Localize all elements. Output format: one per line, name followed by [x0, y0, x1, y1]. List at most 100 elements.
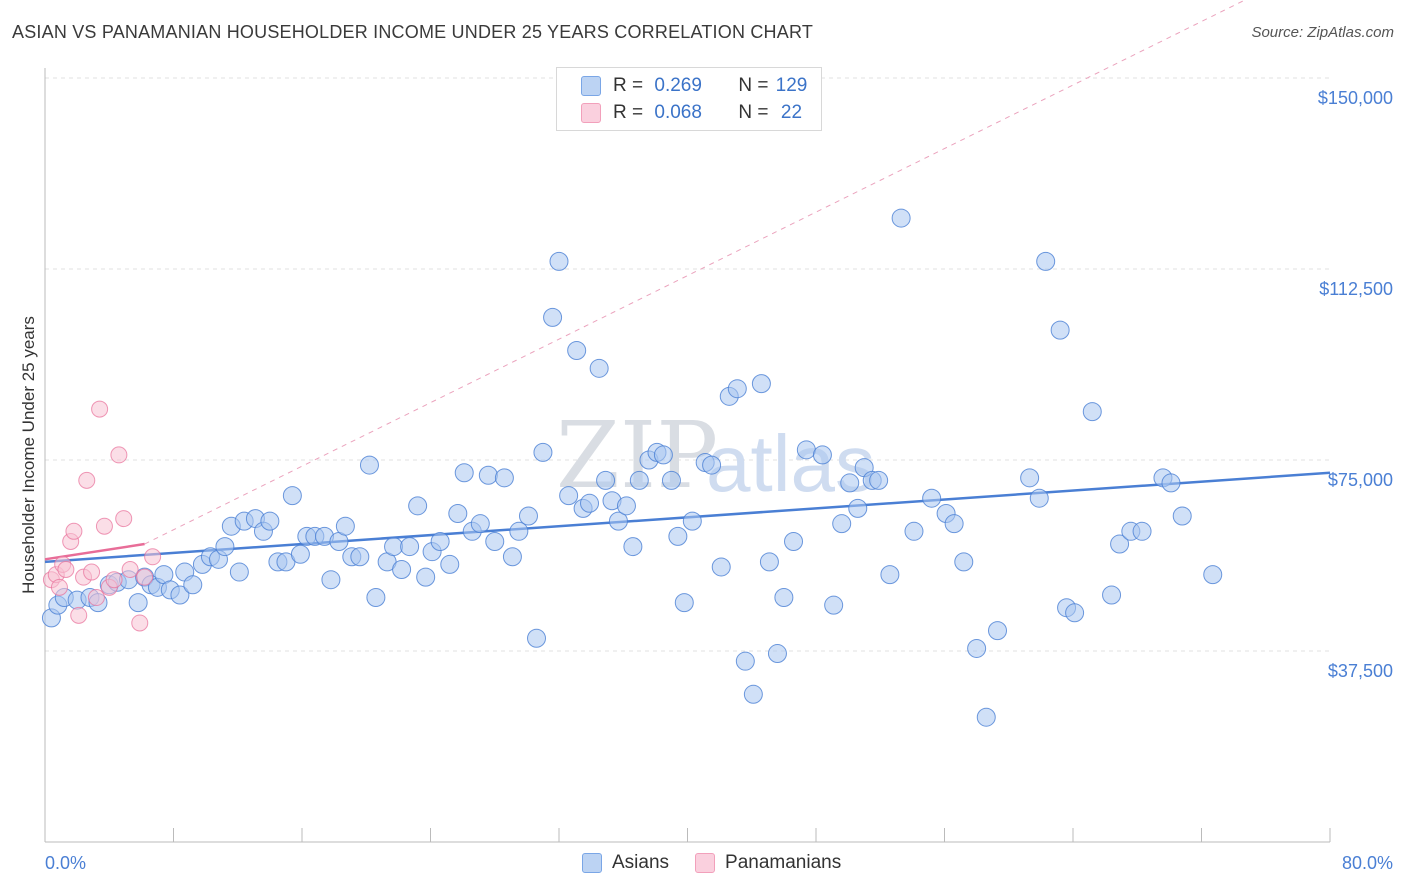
- source-note: Source: ZipAtlas.com: [1251, 24, 1394, 41]
- point-asians: [549, 251, 569, 271]
- point-asians: [215, 537, 235, 557]
- point-panamanians: [95, 517, 113, 535]
- point-asians: [350, 547, 370, 567]
- legend-swatch-panamanians: [695, 853, 716, 873]
- point-asians: [1203, 565, 1223, 585]
- point-asians: [494, 468, 514, 488]
- point-asians: [335, 516, 355, 536]
- point-asians: [518, 506, 538, 526]
- point-asians: [559, 486, 579, 506]
- point-asians: [282, 486, 302, 506]
- point-asians: [470, 514, 490, 534]
- point-asians: [824, 595, 844, 615]
- point-asians: [229, 562, 249, 582]
- series-legend: Asians Panamanians: [582, 852, 867, 874]
- point-asians: [580, 493, 600, 513]
- point-asians: [478, 465, 498, 485]
- point-asians: [384, 537, 404, 557]
- point-asians: [832, 514, 852, 534]
- point-asians: [543, 307, 563, 327]
- data-points: [41, 208, 1223, 727]
- legend-n-value: 129: [775, 75, 808, 96]
- point-asians: [944, 514, 964, 534]
- point-asians: [430, 531, 450, 551]
- point-asians: [448, 503, 468, 523]
- point-asians: [653, 445, 673, 465]
- point-asians: [812, 445, 832, 465]
- point-panamanians: [65, 522, 83, 540]
- point-panamanians: [83, 563, 101, 581]
- point-asians: [727, 379, 747, 399]
- point-panamanians: [78, 471, 96, 489]
- point-asians: [596, 470, 616, 490]
- point-asians: [290, 544, 310, 564]
- point-asians: [702, 455, 722, 475]
- point-asians: [400, 537, 420, 557]
- point-asians: [1110, 534, 1130, 554]
- point-asians: [661, 470, 681, 490]
- legend-row-panamanians: R = 0.068 N = 22: [581, 101, 815, 125]
- watermark-atlas: atlas: [706, 419, 875, 508]
- point-asians: [840, 473, 860, 493]
- legend-item-panamanians: Panamanians: [695, 852, 841, 874]
- y-axis-title: Householder Income Under 25 years: [19, 316, 38, 594]
- point-asians: [988, 621, 1008, 641]
- point-asians: [735, 651, 755, 671]
- point-asians: [1020, 468, 1040, 488]
- point-asians: [1050, 320, 1070, 340]
- y-tick-label: $75,000: [1328, 470, 1393, 490]
- legend-swatch-asians: [582, 853, 602, 873]
- point-panamanians: [70, 606, 88, 624]
- tick-labels: $150,000 $112,500 $75,000 $37,500 0.0% 80.0%: [45, 88, 1393, 873]
- legend-n-label: N =: [738, 102, 769, 123]
- point-asians: [784, 531, 804, 551]
- stats-legend: R = 0.269 N = 129 R = 0.068 N = 22: [556, 67, 822, 131]
- point-asians: [321, 570, 341, 590]
- point-asians: [527, 628, 547, 648]
- point-asians: [128, 593, 148, 613]
- point-asians: [567, 340, 587, 360]
- point-asians: [616, 496, 636, 516]
- point-asians: [668, 526, 688, 546]
- legend-swatch-asians: [581, 76, 601, 96]
- point-asians: [454, 463, 474, 483]
- y-tick-label: $150,000: [1318, 88, 1393, 108]
- point-asians: [408, 496, 428, 516]
- point-panamanians: [131, 614, 149, 632]
- legend-row-asians: R = 0.269 N = 129: [581, 74, 815, 98]
- point-asians: [1102, 585, 1122, 605]
- point-asians: [533, 442, 553, 462]
- point-asians: [848, 498, 868, 518]
- point-asians: [629, 470, 649, 490]
- point-asians: [1036, 251, 1056, 271]
- legend-swatch-panamanians: [581, 103, 601, 123]
- point-panamanians: [121, 561, 139, 579]
- point-asians: [1132, 521, 1152, 541]
- legend-item-asians: Asians: [582, 852, 669, 874]
- point-panamanians: [50, 578, 68, 596]
- point-asians: [623, 537, 643, 557]
- point-asians: [416, 567, 436, 587]
- point-asians: [608, 511, 628, 531]
- point-panamanians: [105, 571, 123, 589]
- point-asians: [682, 511, 702, 531]
- point-asians: [485, 531, 505, 551]
- legend-r-value: 0.269: [654, 75, 702, 96]
- legend-label-panamanians: Panamanians: [725, 852, 842, 873]
- point-asians: [366, 588, 386, 608]
- point-panamanians: [115, 510, 133, 528]
- legend-r-value: 0.068: [654, 102, 702, 123]
- chart-title: ASIAN VS PANAMANIAN HOUSEHOLDER INCOME U…: [12, 22, 814, 42]
- point-asians: [954, 552, 974, 572]
- x-tick-label: 80.0%: [1342, 853, 1393, 873]
- point-panamanians: [91, 400, 109, 418]
- legend-n-label: N =: [738, 75, 769, 96]
- point-panamanians: [57, 561, 75, 579]
- point-asians: [260, 511, 280, 531]
- point-asians: [589, 358, 609, 378]
- point-panamanians: [110, 446, 128, 464]
- point-panamanians: [87, 589, 105, 607]
- point-asians: [751, 374, 771, 394]
- point-asians: [1161, 473, 1181, 493]
- point-asians: [880, 565, 900, 585]
